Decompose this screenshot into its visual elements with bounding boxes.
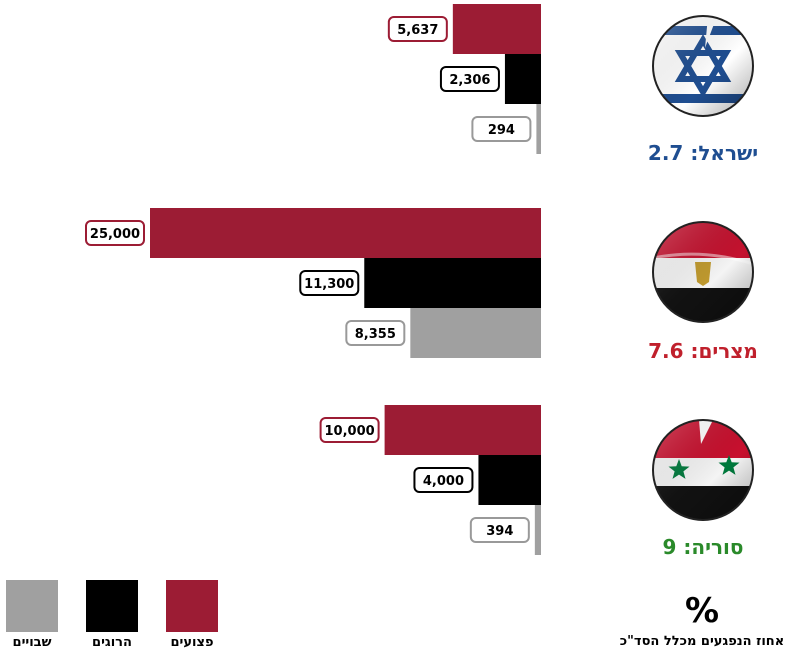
country-percent-label: מצרים: 7.6 (648, 339, 758, 363)
egypt-flag-icon (652, 221, 754, 323)
value-label: 294 (488, 123, 515, 138)
bar-1-2 (504, 54, 541, 104)
value-label-box (319, 417, 380, 443)
value-label: 8,355 (355, 327, 396, 342)
bar-1-3 (536, 104, 541, 154)
bar-3-1 (384, 405, 541, 455)
country-percent-label: ישראל: 2.7 (648, 141, 758, 165)
bar-2-1 (150, 208, 541, 258)
percent-caption: אחוז הנפגעים מכלל הסד"כ (620, 634, 784, 649)
bar-2-3 (410, 308, 541, 358)
country-percent-label: סוריה: 9 (662, 535, 743, 559)
value-label: 10,000 (325, 424, 375, 439)
legend-swatch (6, 580, 58, 632)
bar-3-2 (478, 455, 541, 505)
value-label-box (471, 116, 532, 142)
syria-flag-icon (652, 419, 754, 521)
value-label: 11,300 (304, 277, 354, 292)
value-label-box (469, 517, 530, 543)
legend: פצועים הרוגים שבויים (6, 580, 218, 650)
legend-label: שבויים (13, 635, 52, 650)
value-label: 5,637 (397, 23, 438, 38)
legend-swatch (166, 580, 218, 632)
value-label: 394 (486, 524, 513, 539)
bar-2-2 (364, 258, 541, 308)
legend-label: פצועים (170, 635, 213, 650)
value-label-box (413, 467, 474, 493)
legend-swatch (86, 580, 138, 632)
bar-3-3 (534, 505, 541, 555)
legend-label: הרוגים (92, 635, 132, 650)
value-label-box (439, 66, 500, 92)
value-label-box (85, 220, 145, 246)
value-label: 25,000 (90, 227, 140, 242)
percent-symbol: % (685, 591, 719, 631)
value-label-box (299, 270, 360, 296)
israel-flag-icon (652, 15, 754, 117)
value-label: 4,000 (423, 474, 464, 489)
value-label-box (387, 16, 448, 42)
bar-1-1 (452, 4, 541, 54)
value-label-box (345, 320, 406, 346)
value-label: 2,306 (449, 73, 490, 88)
